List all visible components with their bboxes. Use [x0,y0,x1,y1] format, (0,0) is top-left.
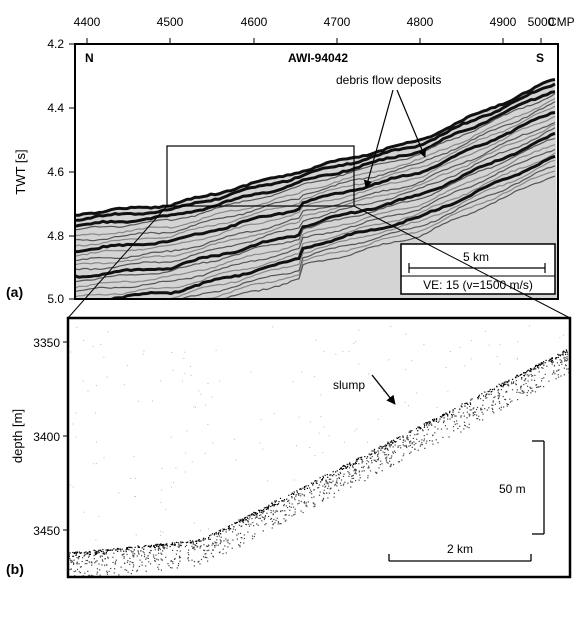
depth-tick-3400: 3400 [33,430,60,444]
south-label: S [536,51,544,65]
vertical-scale-label: 50 m [499,482,526,496]
panel-b-letter: (b) [6,561,24,577]
horizontal-scale-label: 2 km [447,542,473,556]
twt-tick-marks [69,43,75,300]
debris-arrows [363,89,426,189]
north-label: N [85,51,94,65]
zoom-connectors [67,205,571,319]
depth-tick-labels: 3350 3400 3450 [33,336,60,538]
panel-a: 4400 4500 4600 4700 4800 4900 5000 CMP 4… [6,15,575,306]
cmp-tick-4900: 4900 [490,15,517,29]
twt-tick-4-6: 4.6 [47,165,64,179]
cmp-tick-5000: 5000 [528,15,555,29]
twt-tick-4-8: 4.8 [47,229,64,243]
cmp-tick-4700: 4700 [324,15,351,29]
slump-label: slump [333,378,365,392]
depth-tick-3350: 3350 [33,336,60,350]
zoom-box [166,145,355,207]
cmp-tick-4600: 4600 [241,15,268,29]
depth-tick-3450: 3450 [33,524,60,538]
twt-tick-4-2: 4.2 [47,37,64,51]
cmp-tick-4500: 4500 [157,15,184,29]
twt-tick-5-0: 5.0 [47,292,64,306]
cmp-tick-labels: 4400 4500 4600 4700 4800 4900 5000 [74,15,555,29]
profile-name: AWI-94042 [288,51,348,65]
twt-tick-4-4: 4.4 [47,101,64,115]
vertical-scale-bar [532,440,545,535]
slump-arrow [371,374,396,405]
panel-a-letter: (a) [6,284,23,300]
scale-box: 5 km VE: 15 (v=1500 m/s) [400,243,556,295]
twt-tick-labels: 4.2 4.4 4.6 4.8 5.0 [47,37,64,306]
debris-flow-label: debris flow deposits [336,73,441,87]
twt-axis-title: TWT [s] [13,149,28,194]
cmp-tick-marks [86,38,542,44]
depth-tick-marks [63,341,68,531]
horizontal-scale-bar [388,554,532,562]
cmp-tick-4800: 4800 [407,15,434,29]
cmp-tick-4400: 4400 [74,15,101,29]
cmp-axis-unit: CMP [548,15,575,29]
seismic-section-b [68,325,570,577]
panel-b-frame [66,316,572,579]
debris-label-bg [333,71,463,87]
vertical-exaggeration: VE: 15 (v=1500 m/s) [423,278,533,292]
scale-bar-5km-label: 5 km [463,250,489,264]
panel-b: 3350 3400 3450 depth [m] slump 50 m 2 km… [6,316,572,579]
scale-bar-5km [408,263,546,273]
depth-axis-title: depth [m] [10,409,25,463]
